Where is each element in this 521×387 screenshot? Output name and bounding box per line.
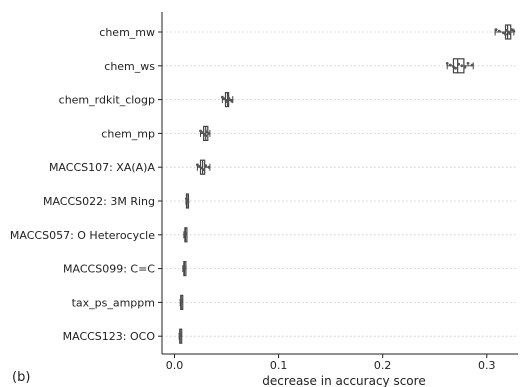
- data-point: [226, 100, 229, 104]
- data-point: [183, 266, 187, 270]
- data-point: [510, 28, 514, 31]
- data-point: [228, 98, 232, 101]
- gridlines: [162, 31, 518, 337]
- data-point: [230, 99, 234, 103]
- feature-label: chem_rdkit_clogp: [59, 94, 155, 107]
- feature-label: MACCS123: OCO: [63, 330, 156, 343]
- data-point: [445, 62, 449, 65]
- x-tick-label: 0.0: [166, 359, 184, 372]
- data-point: [201, 131, 204, 135]
- data-point: [466, 62, 470, 65]
- data-point: [198, 165, 201, 168]
- boxes: [178, 24, 515, 344]
- data-point: [184, 232, 188, 236]
- data-point: [504, 33, 507, 36]
- data-point: [204, 164, 208, 168]
- data-point: [463, 66, 467, 69]
- data-point: [508, 32, 512, 35]
- data-point: [494, 28, 498, 31]
- x-ticks: 0.0 0.1 0.2 0.3: [166, 354, 496, 372]
- feature-label: tax_ps_amppm: [72, 296, 155, 309]
- feature-label: chem_ws: [104, 60, 155, 73]
- data-point: [448, 63, 452, 67]
- feature-label: MACCS107: XA(A)A: [49, 161, 156, 174]
- x-axis-title: decrease in accuracy score: [262, 374, 425, 387]
- data-point: [179, 334, 182, 337]
- data-point: [470, 63, 474, 67]
- data-point: [200, 166, 203, 170]
- feature-label: MACCS057: O Heterocycle: [10, 229, 155, 242]
- data-point: [186, 200, 190, 204]
- data-point: [220, 95, 224, 99]
- data-point: [457, 62, 461, 66]
- data-point: [207, 132, 211, 135]
- data-point: [512, 29, 516, 33]
- data-point: [202, 168, 206, 172]
- data-point: [195, 163, 199, 167]
- data-point: [205, 130, 209, 134]
- x-tick-label: 0.1: [270, 359, 288, 372]
- data-point: [460, 64, 464, 68]
- x-tick-label: 0.2: [374, 359, 392, 372]
- data-point: [497, 29, 501, 33]
- feature-label: chem_mw: [99, 26, 155, 39]
- x-tick-label: 0.3: [478, 359, 496, 372]
- feature-label: MACCS022: 3M Ring: [43, 195, 155, 208]
- data-point: [502, 31, 505, 35]
- data-point: [452, 65, 455, 68]
- data-point: [207, 165, 211, 169]
- data-point: [204, 134, 208, 138]
- data-point: [223, 97, 226, 101]
- data-point: [199, 129, 202, 133]
- panel-label: (b): [12, 370, 30, 385]
- data-point: [454, 66, 457, 70]
- feature-label: MACCS099: C=C: [63, 263, 155, 276]
- feature-label: chem_mp: [101, 127, 155, 140]
- data-point: [505, 29, 508, 32]
- feature-labels: chem_mw chem_ws chem_rdkit_clogp chem_mp MAC…: [10, 26, 162, 343]
- scatter-points: [178, 28, 516, 337]
- data-point: [180, 300, 183, 303]
